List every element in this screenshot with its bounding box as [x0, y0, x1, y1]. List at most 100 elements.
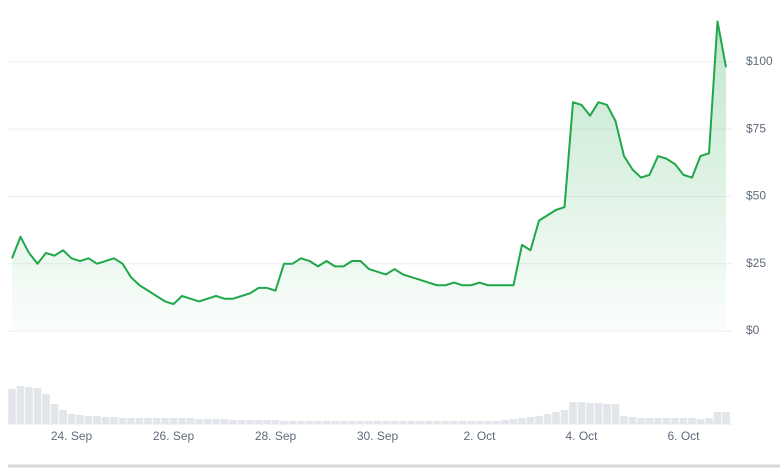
volume-bar [271, 420, 280, 424]
x-tick-label: 26. Sep [153, 429, 195, 443]
volume-bar [713, 412, 722, 424]
x-tick-label: 24. Sep [51, 429, 93, 443]
volume-bar [382, 421, 390, 424]
volume-bar [101, 417, 110, 424]
volume-bar [118, 418, 127, 424]
volume-bar [127, 418, 135, 424]
volume-bar [662, 418, 671, 424]
volume-bar [220, 419, 229, 424]
y-tick-label: $100 [746, 54, 773, 68]
volume-bar [696, 419, 705, 424]
volume-bar [594, 403, 603, 424]
volume-bar [348, 421, 356, 424]
x-tick-label: 6. Oct [667, 429, 700, 443]
volume-bar [246, 420, 254, 424]
volume-bar [458, 421, 467, 424]
volume-bar [84, 416, 93, 424]
volume-bar [322, 421, 331, 424]
volume-bar [169, 418, 178, 424]
volume-bar [365, 421, 373, 424]
x-tick-label: 2. Oct [463, 429, 496, 443]
volume-bar [59, 410, 67, 424]
volume-bar [654, 418, 662, 424]
volume-bar [186, 418, 195, 424]
volume-bar [492, 421, 501, 424]
volume-bar [67, 414, 76, 424]
volume-bar [254, 420, 263, 424]
volume-bar [603, 404, 611, 424]
volume-bar [229, 420, 237, 424]
volume-bar [144, 418, 152, 424]
price-line [11, 20, 727, 306]
volume-bar [42, 394, 50, 424]
volume-bar [212, 419, 220, 424]
volume-bar [611, 404, 620, 424]
price-area [12, 21, 726, 331]
volume-bar [671, 418, 679, 424]
volume-bar [399, 421, 407, 424]
y-tick-label: $0 [746, 323, 760, 337]
x-tick-label: 28. Sep [255, 429, 297, 443]
volume-bar [33, 388, 42, 424]
volume-bar [509, 419, 518, 424]
volume-bar [407, 421, 416, 424]
y-tick-label: $75 [746, 121, 766, 135]
volume-bar [339, 421, 348, 424]
volume-bar [560, 410, 569, 424]
volume-bar [679, 418, 688, 424]
volume-bar [518, 418, 526, 424]
volume-bar [195, 419, 203, 424]
volume-bar [8, 389, 16, 424]
volume-bar [552, 412, 560, 424]
volume-bar [135, 418, 144, 424]
volume-bar [305, 421, 314, 424]
volume-bar [577, 402, 586, 424]
volume-bar [288, 421, 297, 424]
volume-bar [526, 417, 535, 424]
volume-bar [441, 421, 450, 424]
volume-bar [16, 386, 25, 424]
volume-bar [76, 415, 84, 424]
volume-bar [543, 414, 552, 424]
volume-bar [161, 418, 169, 424]
volume-bar [203, 419, 212, 424]
x-tick-label: 4. Oct [565, 429, 598, 443]
volume-bar [152, 418, 161, 424]
volume-bar [356, 421, 365, 424]
volume-bar [314, 421, 322, 424]
volume-bar [331, 421, 339, 424]
y-tick-label: $50 [746, 189, 766, 203]
volume-bar [450, 421, 458, 424]
volume-bar [50, 404, 59, 424]
volume-bar [645, 418, 654, 424]
volume-bar [433, 421, 441, 424]
volume-bar [424, 421, 433, 424]
volume-bar [280, 421, 288, 424]
volume-bar [484, 421, 492, 424]
volume-bar [501, 420, 509, 424]
volume-bar [263, 420, 271, 424]
volume-bar [178, 418, 186, 424]
volume-bar [705, 418, 713, 424]
volume-bar [373, 421, 382, 424]
volume-bar [467, 421, 475, 424]
volume-bar [237, 420, 246, 424]
volume-bar [569, 402, 577, 424]
volume-bar [586, 403, 594, 424]
volume-bar [110, 417, 118, 424]
volume-bar [722, 412, 730, 424]
volume-bar [416, 421, 424, 424]
volume-bar [297, 421, 305, 424]
volume-bar [688, 418, 696, 424]
x-tick-label: 30. Sep [357, 429, 399, 443]
volume-bar [637, 418, 645, 424]
volume-bar [93, 416, 101, 424]
volume-bar [25, 387, 33, 424]
volume-bar [628, 417, 637, 424]
y-tick-label: $25 [746, 256, 766, 270]
volume-bar [475, 421, 484, 424]
volume-bar [390, 421, 399, 424]
volume-bar [535, 416, 543, 424]
